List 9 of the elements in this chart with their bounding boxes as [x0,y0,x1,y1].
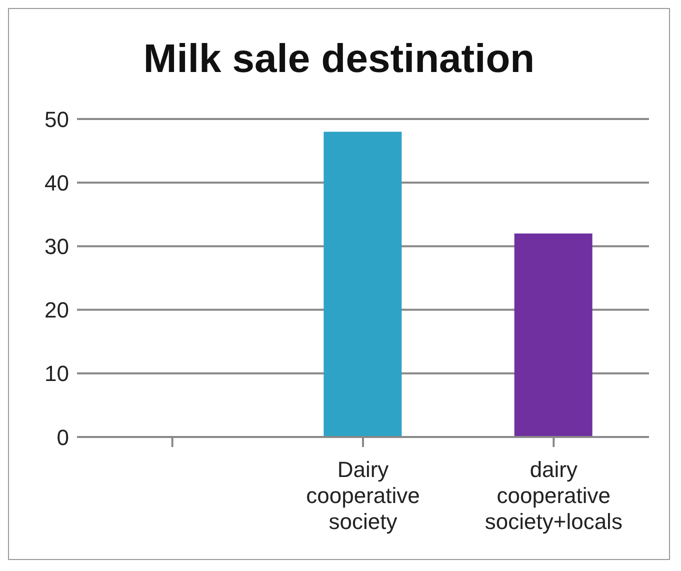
chart-title: Milk sale destination [142,37,536,83]
y-tick-label: 40 [44,170,69,196]
y-tick-label: 0 [56,424,69,450]
y-tick-label: 20 [44,298,69,323]
y-tick-label: 50 [44,106,69,132]
x-tick-label: Dairy cooperative society [306,457,420,534]
y-tick-label: 30 [44,234,69,260]
x-tick-label: dairy cooperative society+locals [484,457,622,534]
y-tick-label: 10 [44,361,69,386]
